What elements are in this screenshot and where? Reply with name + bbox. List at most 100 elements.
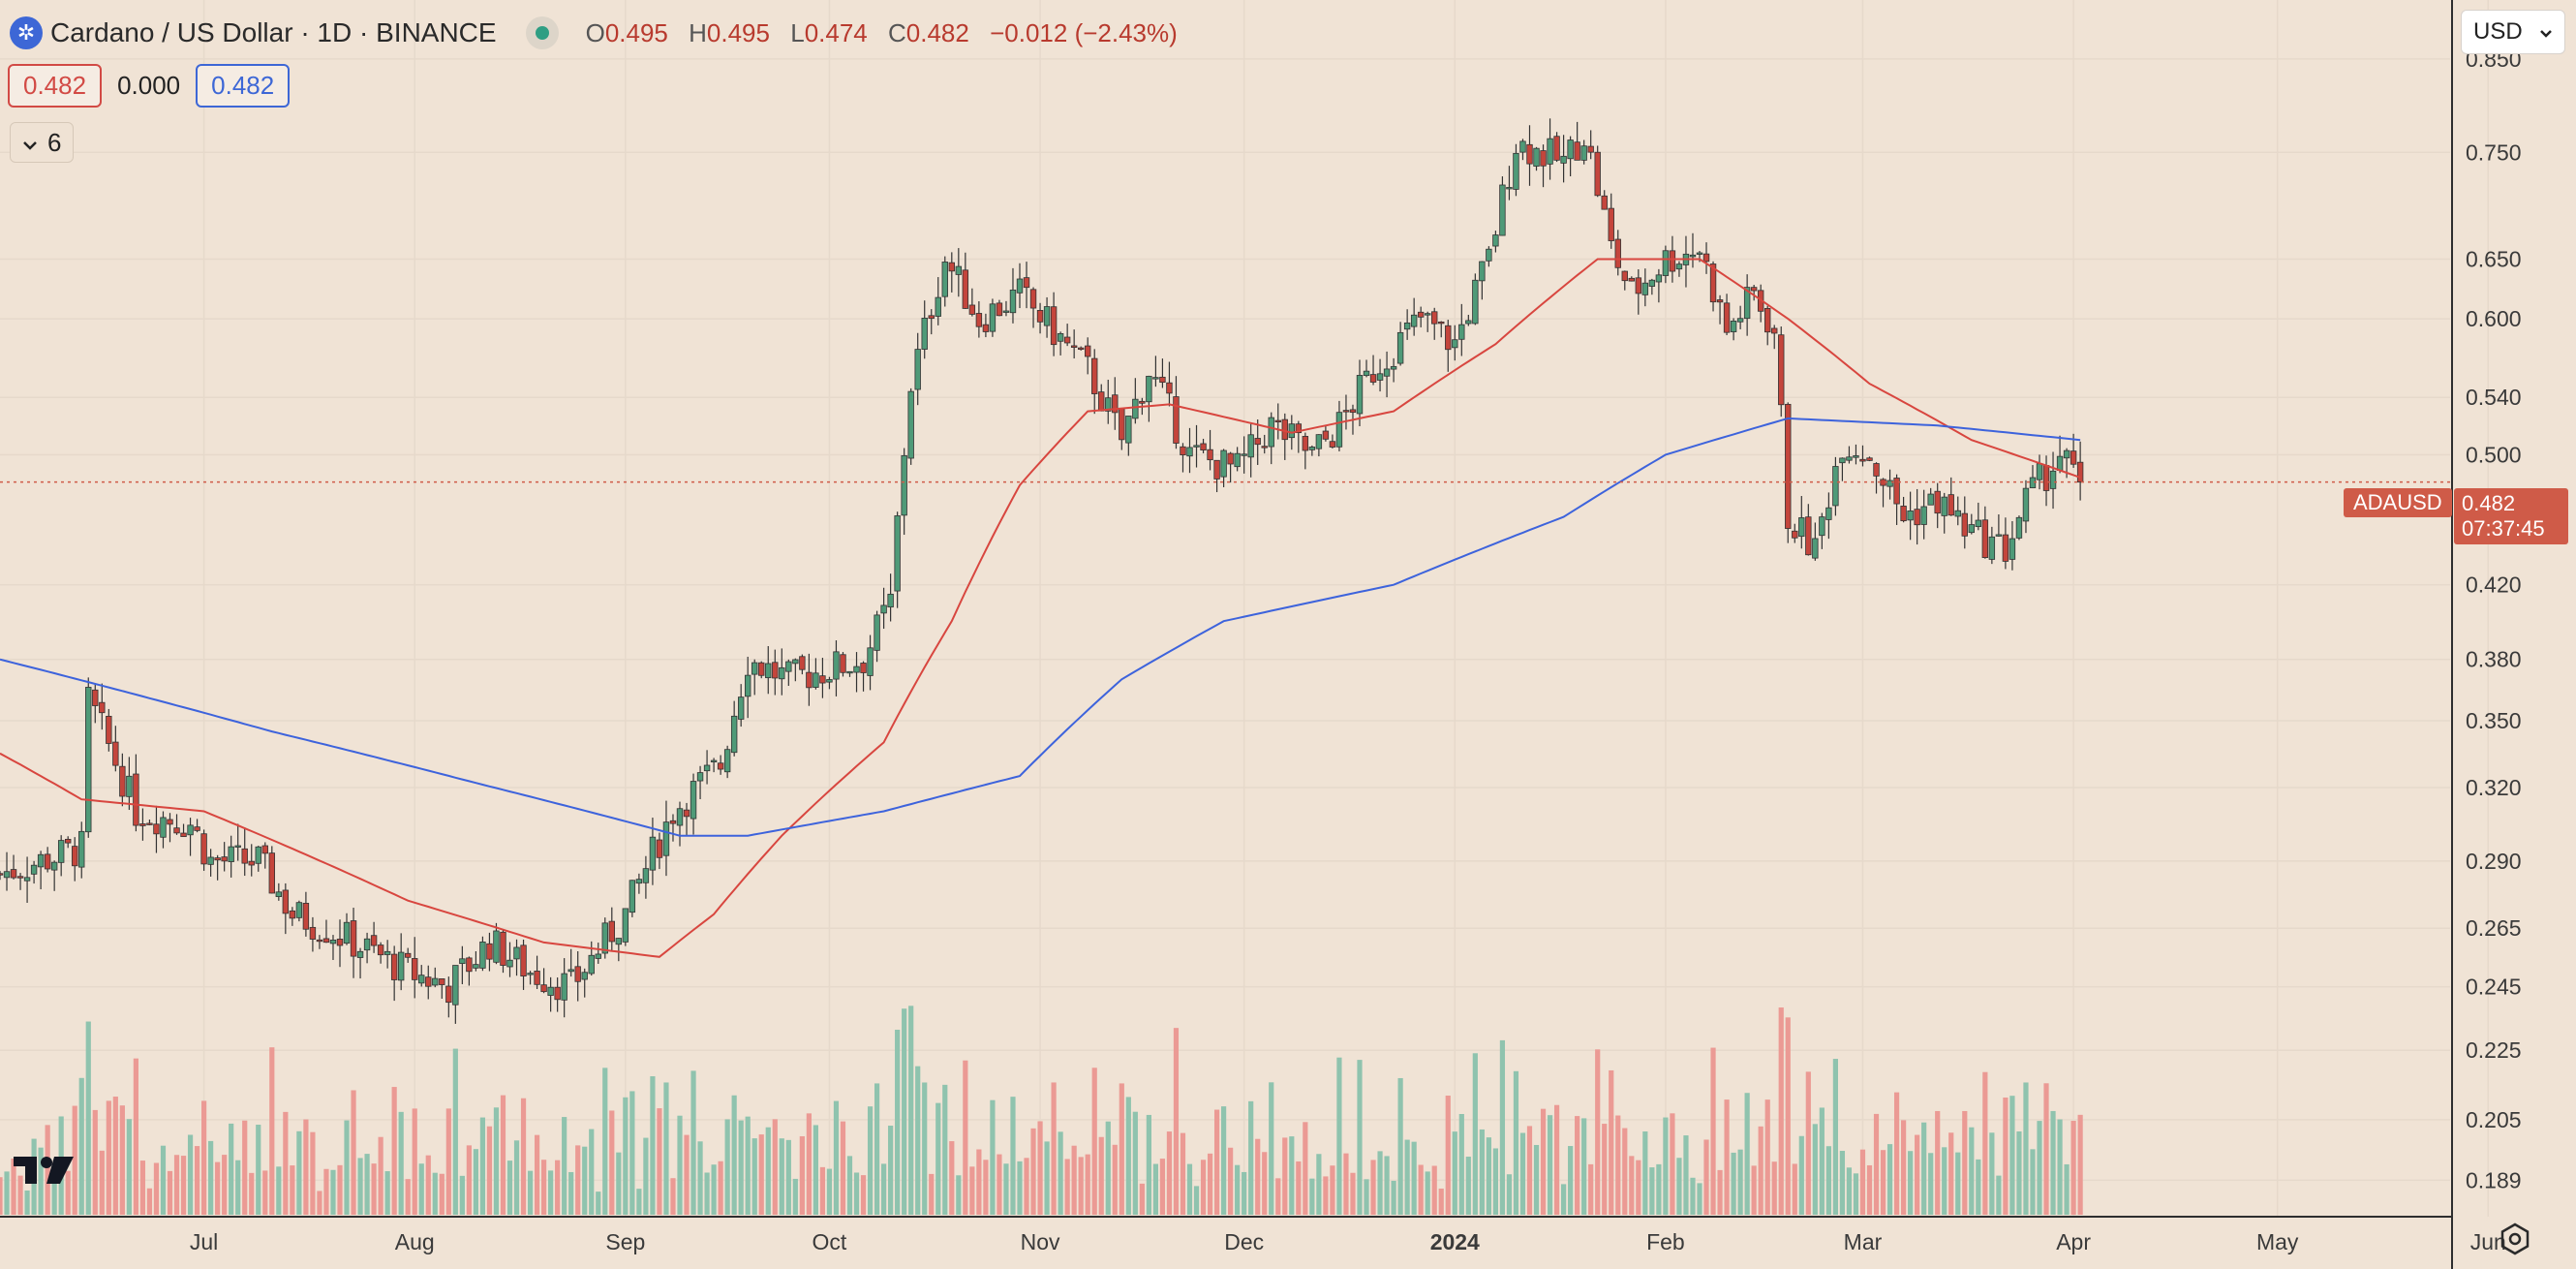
volume-bar xyxy=(1017,1161,1023,1215)
ma-red-line xyxy=(0,258,2081,958)
candle-body xyxy=(1798,517,1805,538)
candle-body xyxy=(615,938,623,945)
volume-bar xyxy=(290,1165,295,1215)
volume-bar xyxy=(439,1173,445,1215)
candle-body xyxy=(608,920,615,943)
ma-blue-value[interactable]: 0.482 xyxy=(196,64,291,108)
candle-body xyxy=(72,846,78,867)
volume-bar xyxy=(758,1134,764,1215)
candle-body xyxy=(1792,530,1798,539)
chart-settings-icon[interactable] xyxy=(2499,1223,2531,1260)
volume-bar xyxy=(1636,1160,1641,1215)
volume-bar xyxy=(1384,1156,1390,1215)
candle-body xyxy=(1526,143,1533,165)
candle-body xyxy=(160,817,167,838)
volume-bar xyxy=(1859,1149,1866,1215)
volume-bar xyxy=(1139,1183,1145,1215)
candle-body xyxy=(996,302,1003,317)
volume-bar xyxy=(445,1108,451,1215)
volume-bar xyxy=(1193,1186,1200,1215)
candle-body xyxy=(506,959,513,968)
candle-body xyxy=(1805,516,1812,556)
volume-bar xyxy=(1098,1136,1104,1215)
candle-body xyxy=(1166,382,1173,394)
volume-bar xyxy=(1839,1151,1846,1215)
candle-body xyxy=(2070,450,2077,465)
volume-bar xyxy=(1724,1099,1730,1215)
candle-body xyxy=(914,349,921,390)
price-axis[interactable]: 0.8500.7500.6500.6000.5400.5000.4200.380… xyxy=(2466,46,2522,1193)
volume-bar xyxy=(1051,1082,1057,1215)
candle-body xyxy=(1764,307,1771,333)
candle-body xyxy=(1009,289,1017,314)
candle-body xyxy=(1614,238,1621,268)
candle-body xyxy=(1696,252,1703,255)
candle-body xyxy=(737,696,745,720)
candle-body xyxy=(1268,417,1274,448)
candle-body xyxy=(1329,441,1336,448)
volume-bar xyxy=(1235,1164,1241,1215)
volume-bar xyxy=(323,1168,329,1215)
candle-body xyxy=(3,871,11,879)
tradingview-logo-icon[interactable] xyxy=(12,1153,76,1192)
volume-bar xyxy=(1404,1139,1410,1215)
currency-select[interactable]: USD xyxy=(2461,10,2565,54)
candle-body xyxy=(1254,438,1261,446)
x-tick-label: Nov xyxy=(1021,1229,1060,1254)
volume-bar xyxy=(684,1134,690,1215)
market-status-icon[interactable] xyxy=(525,16,559,49)
volume-bar xyxy=(1377,1151,1383,1215)
candle-body xyxy=(282,889,290,914)
candle-body xyxy=(57,840,65,863)
candle-body xyxy=(955,265,963,275)
candle-body xyxy=(941,262,948,297)
volume-bar xyxy=(1221,1106,1227,1215)
candle-body xyxy=(397,951,405,981)
volume-bar xyxy=(2064,1163,2070,1215)
candle-body xyxy=(153,823,160,835)
volume-bar xyxy=(731,1095,737,1215)
candle-body xyxy=(261,845,268,854)
candle-body xyxy=(540,984,547,993)
ma-red-value[interactable]: 0.482 xyxy=(8,64,103,108)
ma-blue-line xyxy=(0,417,2081,837)
volume-bar xyxy=(283,1111,289,1215)
volume-bar xyxy=(1472,1053,1478,1215)
candle-body xyxy=(1975,519,1982,528)
candle-body xyxy=(1410,314,1418,327)
candle-body xyxy=(2056,455,2064,471)
volume-bar xyxy=(1316,1154,1322,1215)
volume-bar xyxy=(1391,1180,1396,1215)
candle-body xyxy=(1425,313,1431,316)
volume-bar xyxy=(466,1145,472,1215)
y-tick-label: 0.290 xyxy=(2466,849,2522,874)
volume-bar xyxy=(1289,1136,1295,1215)
volume-bar xyxy=(1595,1049,1601,1215)
candle-body xyxy=(935,296,941,317)
indicators-toggle-button[interactable]: 6 xyxy=(10,122,75,163)
volume-bar xyxy=(1465,1157,1471,1215)
volume-bar xyxy=(527,1170,534,1215)
y-tick-label: 0.600 xyxy=(2466,306,2522,331)
candle-body xyxy=(1907,511,1914,521)
high-label: H xyxy=(689,17,707,47)
candle-body xyxy=(574,966,581,982)
symbol-title[interactable]: Cardano / US Dollar · 1D · BINANCE xyxy=(50,17,497,47)
chart-grid xyxy=(0,0,2576,1217)
volume-bar xyxy=(670,1178,676,1215)
volume-bar xyxy=(1982,1071,1988,1215)
volume-bar xyxy=(391,1087,397,1215)
volume-bar xyxy=(902,1008,907,1215)
candle-body xyxy=(1173,396,1180,444)
candle-body xyxy=(1308,447,1316,450)
volume-bar xyxy=(1343,1153,1349,1215)
candle-body xyxy=(1961,512,1968,537)
volume-bar xyxy=(1269,1082,1274,1215)
time-axis[interactable]: JulAugSepOctNovDec2024FebMarAprMayJunJul xyxy=(190,1229,2576,1254)
volume-bar xyxy=(167,1170,173,1215)
volume-bar xyxy=(650,1076,656,1215)
candle-body xyxy=(1859,458,1866,462)
candle-body xyxy=(241,848,248,864)
volume-bar xyxy=(846,1156,853,1215)
